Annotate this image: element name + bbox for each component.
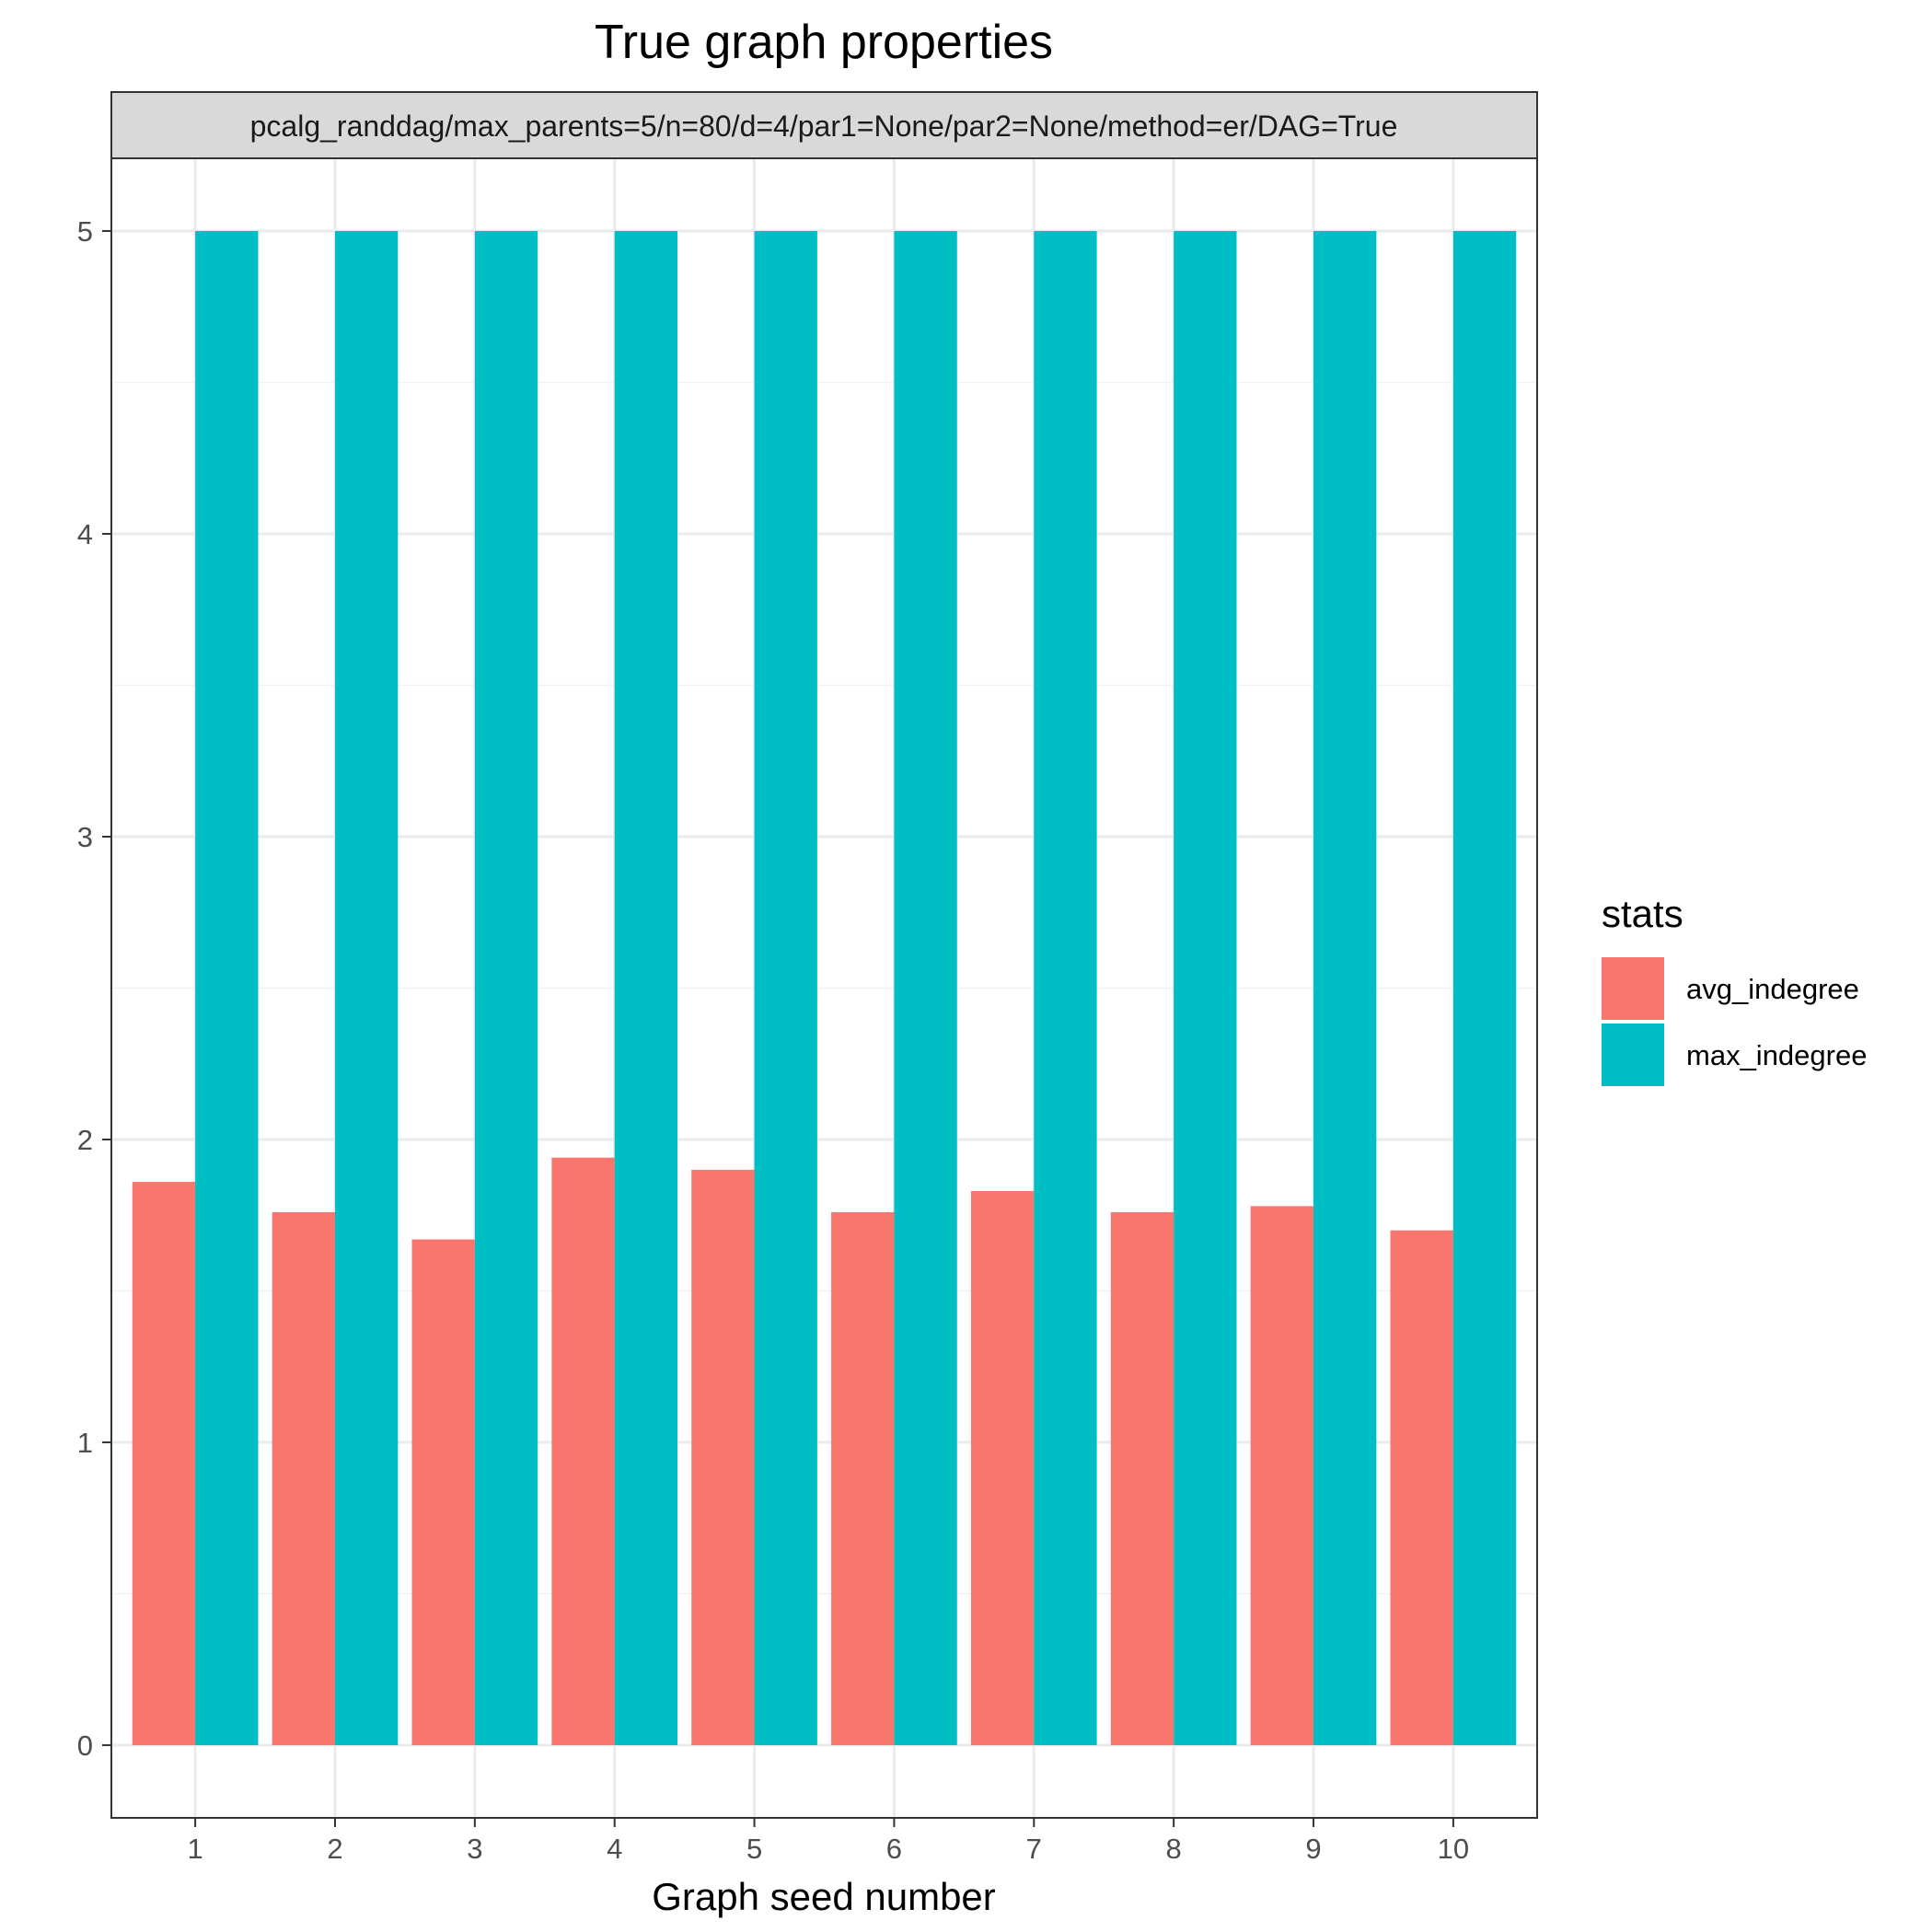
bar-avg_indegree-7 bbox=[970, 1190, 1035, 1746]
bar-avg_indegree-3 bbox=[411, 1239, 475, 1746]
bar-max_indegree-1 bbox=[195, 230, 259, 1746]
axis-ticks: 0 1 2 3 4 5 1 2 3 4 5 6 7 8 9 10 bbox=[77, 215, 1469, 1865]
x-tick-label: 8 bbox=[1166, 1833, 1182, 1865]
legend-label-max_indegree: max_indegree bbox=[1686, 1039, 1867, 1071]
x-tick-label: 1 bbox=[187, 1833, 202, 1865]
bar-avg_indegree-6 bbox=[831, 1211, 895, 1746]
chart-title: True graph properties bbox=[595, 16, 1053, 69]
bar-max_indegree-3 bbox=[474, 230, 538, 1746]
legend: avg_indegree max_indegree bbox=[1602, 957, 1867, 1086]
bar-avg_indegree-4 bbox=[551, 1157, 615, 1746]
y-tick-label: 2 bbox=[77, 1124, 93, 1156]
bar-avg_indegree-1 bbox=[132, 1182, 196, 1746]
bar-avg_indegree-8 bbox=[1110, 1211, 1174, 1746]
facet-label: pcalg_randdag/max_parents=5/n=80/d=4/par… bbox=[250, 110, 1398, 143]
x-tick-label: 6 bbox=[886, 1833, 902, 1865]
y-tick-label: 0 bbox=[77, 1730, 93, 1762]
x-tick-label: 3 bbox=[467, 1833, 482, 1865]
bar-max_indegree-10 bbox=[1452, 230, 1517, 1746]
plot-border bbox=[110, 157, 1538, 1819]
bar-max_indegree-7 bbox=[1034, 230, 1097, 1746]
legend-label-avg_indegree: avg_indegree bbox=[1686, 973, 1859, 1005]
legend-key-max_indegree bbox=[1602, 1024, 1664, 1086]
x-tick-label: 10 bbox=[1438, 1833, 1469, 1865]
y-tick-label: 1 bbox=[77, 1427, 93, 1459]
y-tick-label: 5 bbox=[77, 215, 93, 248]
bar-max_indegree-5 bbox=[754, 230, 817, 1746]
bar-avg_indegree-2 bbox=[272, 1211, 335, 1746]
y-tick-label: 4 bbox=[77, 518, 93, 550]
x-tick-label: 5 bbox=[746, 1833, 762, 1865]
bar-max_indegree-6 bbox=[894, 230, 957, 1746]
x-tick-label: 9 bbox=[1305, 1833, 1321, 1865]
bar-max_indegree-9 bbox=[1313, 230, 1377, 1746]
bar-avg_indegree-10 bbox=[1390, 1230, 1453, 1746]
bar-max_indegree-4 bbox=[614, 230, 678, 1746]
x-tick-label: 2 bbox=[327, 1833, 342, 1865]
x-tick-label: 4 bbox=[607, 1833, 622, 1865]
bar-max_indegree-2 bbox=[334, 230, 399, 1746]
facet-strip bbox=[110, 91, 1538, 159]
bar-avg_indegree-9 bbox=[1250, 1206, 1314, 1746]
y-tick-label: 3 bbox=[77, 821, 93, 853]
x-tick-label: 7 bbox=[1026, 1833, 1042, 1865]
legend-title: stats bbox=[1602, 892, 1683, 935]
bar-max_indegree-8 bbox=[1174, 230, 1237, 1746]
bars bbox=[132, 230, 1517, 1746]
bar-avg_indegree-5 bbox=[691, 1169, 755, 1746]
legend-key-avg_indegree bbox=[1602, 957, 1664, 1020]
x-axis-title: Graph seed number bbox=[652, 1875, 996, 1918]
